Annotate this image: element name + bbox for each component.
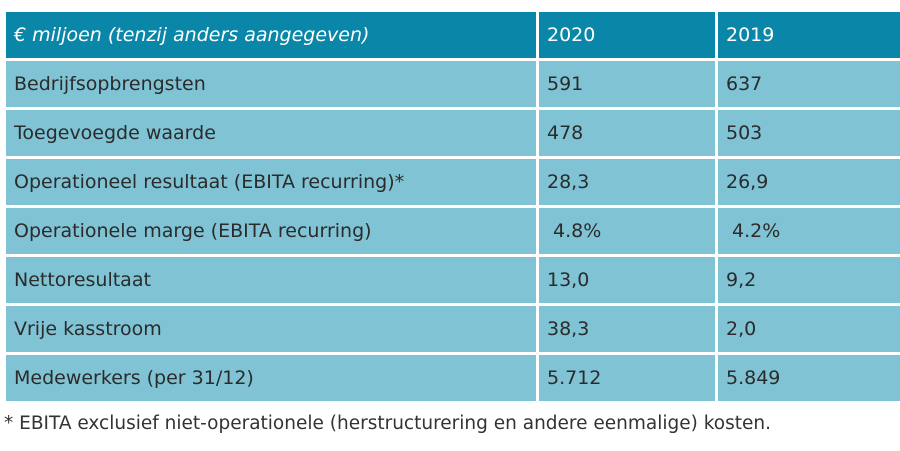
value-2019-cell: 26,9: [718, 159, 900, 205]
table-row: Bedrijfsopbrengsten 591 637: [6, 61, 900, 107]
row-label-cell: Vrije kasstroom: [6, 306, 536, 352]
value-2019-cell: 9,2: [718, 257, 900, 303]
value-2019-cell: 503: [718, 110, 900, 156]
table-row: Vrije kasstroom 38,3 2,0: [6, 306, 900, 352]
value-2020-cell: 4.8%: [539, 208, 715, 254]
row-label-cell: Nettoresultaat: [6, 257, 536, 303]
value-2020-cell: 591: [539, 61, 715, 107]
value-2020-cell: 13,0: [539, 257, 715, 303]
row-label-cell: Operationeel resultaat (EBITA recurring)…: [6, 159, 536, 205]
table-row: Medewerkers (per 31/12) 5.712 5.849: [6, 355, 900, 401]
footnote: * EBITA exclusief niet-operationele (her…: [4, 413, 771, 434]
value-2020-cell: 5.712: [539, 355, 715, 401]
value-2019-cell: 4.2%: [718, 208, 900, 254]
value-2019-cell: 637: [718, 61, 900, 107]
table-header-row: € miljoen (tenzij anders aangegeven) 202…: [6, 12, 900, 58]
header-2020-cell: 2020: [539, 12, 715, 58]
table-row: Operationeel resultaat (EBITA recurring)…: [6, 159, 900, 205]
row-label-cell: Medewerkers (per 31/12): [6, 355, 536, 401]
value-2019-cell: 2,0: [718, 306, 900, 352]
value-2020-cell: 28,3: [539, 159, 715, 205]
row-label-cell: Bedrijfsopbrengsten: [6, 61, 536, 107]
table-row: Nettoresultaat 13,0 9,2: [6, 257, 900, 303]
table-row: Toegevoegde waarde 478 503: [6, 110, 900, 156]
financial-table-container: € miljoen (tenzij anders aangegeven) 202…: [3, 9, 900, 404]
row-label-cell: Toegevoegde waarde: [6, 110, 536, 156]
table-row: Operationele marge (EBITA recurring) 4.8…: [6, 208, 900, 254]
financial-summary-table: € miljoen (tenzij anders aangegeven) 202…: [3, 9, 900, 404]
value-2020-cell: 38,3: [539, 306, 715, 352]
value-2020-cell: 478: [539, 110, 715, 156]
value-2019-cell: 5.849: [718, 355, 900, 401]
row-label-cell: Operationele marge (EBITA recurring): [6, 208, 536, 254]
header-label-cell: € miljoen (tenzij anders aangegeven): [6, 12, 536, 58]
header-2019-cell: 2019: [718, 12, 900, 58]
